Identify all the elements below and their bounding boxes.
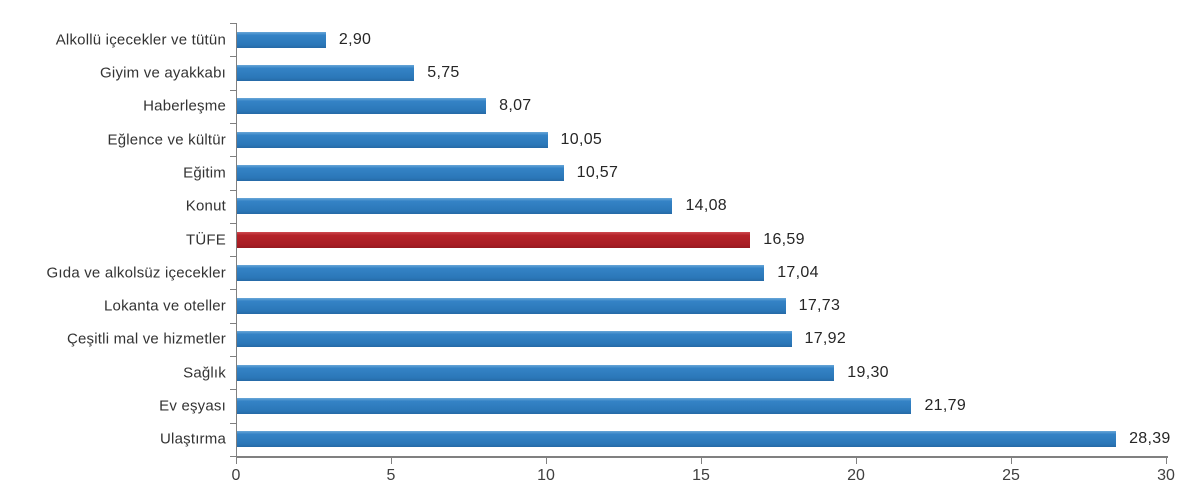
bar-highlight-tufe	[236, 231, 751, 248]
bar	[236, 198, 673, 215]
category-tick-mark	[230, 256, 236, 258]
category-label: Gıda ve alkolsüz içecekler	[46, 264, 226, 282]
x-axis-tick-mark	[236, 458, 237, 464]
y-axis	[236, 23, 237, 456]
category-label: TÜFE	[186, 231, 226, 248]
x-axis-tick-label: 30	[1157, 467, 1175, 484]
value-label: 10,57	[576, 163, 619, 181]
x-axis-tick-mark	[1166, 458, 1167, 464]
category-label: Giyim ve ayakkabı	[100, 64, 226, 82]
bar	[236, 64, 415, 81]
value-label: 28,39	[1129, 430, 1171, 448]
value-label: 17,73	[798, 297, 841, 315]
category-tick-mark	[230, 23, 236, 24]
x-axis-tick-label: 15	[692, 467, 710, 484]
category-tick-mark	[230, 289, 236, 291]
value-label: 17,92	[804, 330, 847, 348]
category-tick-mark	[230, 456, 236, 457]
category-tick-mark	[230, 89, 236, 91]
bar	[236, 298, 786, 315]
category-tick-mark	[230, 189, 236, 191]
category-label: Eğitim	[183, 164, 226, 182]
category-label: Alkollü içecekler ve tütün	[55, 31, 226, 49]
bar	[236, 164, 564, 181]
bar	[236, 98, 487, 115]
value-label: 19,30	[847, 363, 889, 381]
category-label: Konut	[185, 197, 226, 215]
x-axis-tick-mark	[1011, 458, 1012, 464]
bar	[236, 431, 1117, 448]
category-label: Eğlence ve kültür	[107, 131, 226, 149]
category-label: Çeşitli mal ve hizmetler	[66, 330, 226, 348]
bar	[236, 398, 912, 415]
category-label: Sağlık	[183, 364, 226, 382]
bar	[236, 331, 792, 348]
x-axis-tick-mark	[856, 458, 857, 464]
category-label: Haberleşme	[143, 97, 226, 115]
bar	[236, 31, 326, 48]
category-tick-mark	[230, 356, 236, 358]
x-axis-tick-label: 20	[847, 467, 865, 484]
value-label: 5,75	[427, 63, 460, 81]
category-label: Ulaştırma	[160, 430, 226, 448]
category-tick-mark	[230, 56, 236, 58]
value-label: 8,07	[499, 97, 532, 115]
value-label: 21,79	[924, 397, 967, 415]
bar	[236, 264, 765, 281]
value-label: 10,05	[560, 130, 603, 148]
category-tick-mark	[230, 389, 236, 391]
x-axis-tick-mark	[546, 458, 547, 464]
value-label: 17,04	[777, 263, 819, 281]
bar	[236, 131, 548, 148]
category-tick-mark	[230, 422, 236, 424]
category-tick-mark	[230, 222, 236, 224]
value-label: 2,90	[338, 30, 372, 48]
x-axis-tick-label: 5	[386, 467, 396, 484]
category-tick-mark	[230, 156, 236, 158]
category-label: Lokanta ve oteller	[103, 297, 226, 315]
category-label: Ev eşyası	[159, 397, 226, 415]
x-axis-tick-mark	[701, 458, 702, 464]
category-tick-mark	[230, 122, 236, 124]
x-axis-tick-label: 10	[537, 467, 555, 484]
x-axis-tick-label: 0	[231, 467, 241, 484]
value-label: 16,59	[763, 230, 805, 248]
x-axis-tick-label: 25	[1002, 467, 1020, 484]
x-axis	[236, 456, 1168, 458]
bar	[236, 364, 835, 381]
x-axis-tick-mark	[391, 458, 392, 464]
category-tick-mark	[230, 322, 236, 324]
value-label: 14,08	[685, 197, 728, 215]
